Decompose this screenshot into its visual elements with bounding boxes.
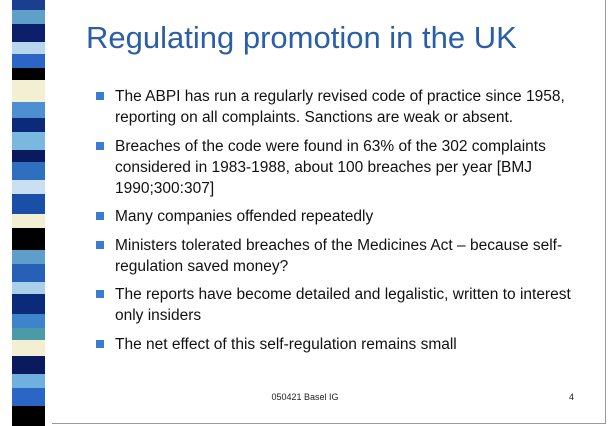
bullet: Many companies offended repeatedly: [96, 206, 574, 227]
decorative-stripe: [12, 0, 45, 426]
bullet: Ministers tolerated breaches of the Medi…: [96, 235, 574, 277]
bullet: The ABPI has run a regularly revised cod…: [96, 86, 574, 128]
slide-title: Regulating promotion in the UK: [86, 20, 517, 56]
slide: Regulating promotion in the UK The ABPI …: [0, 0, 608, 426]
bullet-list: The ABPI has run a regularly revised cod…: [96, 86, 574, 362]
page-number: 4: [569, 392, 574, 402]
bullet: The reports have become detailed and leg…: [96, 284, 574, 326]
bullet: Breaches of the code were found in 63% o…: [96, 136, 574, 199]
bullet: The net effect of this self-regulation r…: [96, 334, 574, 355]
footer-text: 050421 Basel IG: [240, 392, 370, 402]
